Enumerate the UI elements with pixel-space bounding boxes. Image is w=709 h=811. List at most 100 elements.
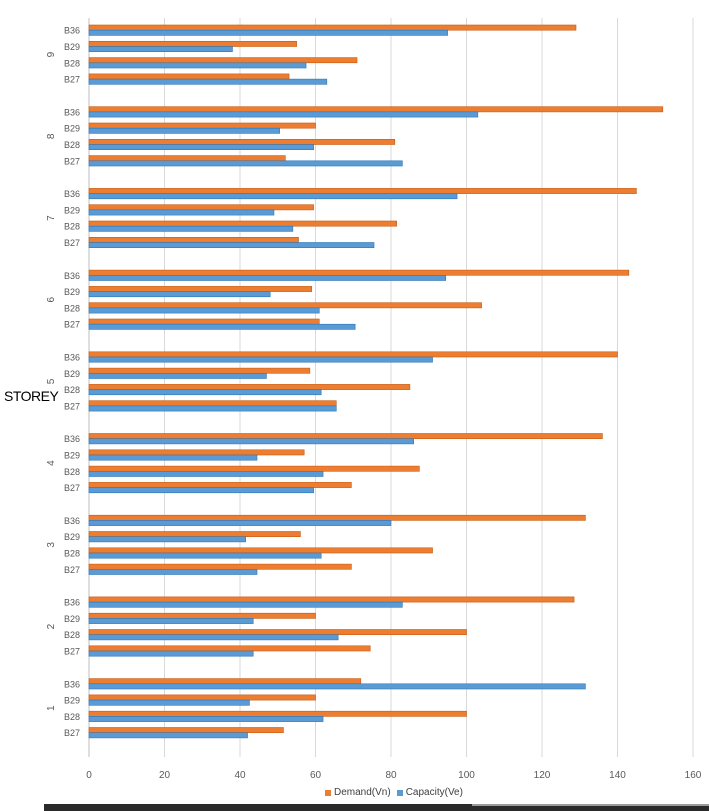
bar-capacity [88,487,314,494]
bar-demand [88,465,420,472]
category-label: B28 [64,303,80,313]
bar-capacity [88,405,337,412]
bar-capacity [88,29,448,36]
category-label: B27 [64,156,80,166]
category-label: B29 [64,696,80,706]
bar-demand [88,318,320,325]
category-label: B28 [64,58,80,68]
storey-label: 7 [46,215,57,221]
category-label: B27 [64,238,80,248]
category-label: B36 [64,679,80,689]
x-tick-label: 20 [159,770,171,781]
storey-label: 6 [46,297,57,303]
x-tick-label: 80 [385,770,397,781]
bar-demand [88,563,352,570]
bar-demand [88,727,284,733]
legend-label-demand: Demand(Vn) [334,787,391,798]
legend-item-demand: Demand(Vn) [325,787,391,798]
bar-demand [88,482,352,488]
bar-capacity [88,618,254,624]
x-tick-label: 40 [234,770,246,781]
bar-capacity [88,732,248,739]
bottom-scroll-strip [44,804,709,811]
bar-capacity [88,601,403,608]
category-label: B27 [64,728,80,738]
category-label: B36 [64,434,80,444]
category-label: B29 [64,124,80,134]
bar-capacity [88,536,246,543]
storey-label: 8 [46,133,57,139]
bar-capacity [88,372,267,379]
storey-label: 9 [46,51,57,57]
category-label: B27 [64,483,80,493]
bar-demand [88,57,358,64]
bar-capacity [88,470,324,477]
legend-swatch-capacity [396,789,403,796]
category-label: B36 [64,516,80,526]
category-label: B36 [64,271,80,281]
x-tick-label: 160 [685,770,702,781]
category-label: B28 [64,222,80,232]
category-label: B27 [64,647,80,657]
bar-demand [88,678,362,685]
bar-demand [88,188,637,194]
bar-capacity [88,438,414,445]
category-label: B28 [64,630,80,640]
category-label: B29 [64,369,80,379]
legend-item-capacity: Capacity(Ve) [396,787,463,798]
bar-capacity [88,291,271,298]
category-label: B29 [64,287,80,297]
bar-demand [88,302,482,309]
bar-demand [88,73,290,80]
bar-demand [88,433,603,439]
category-label: B28 [64,140,80,150]
legend-label-capacity: Capacity(Ve) [405,787,463,798]
x-tick-label: 60 [310,770,322,781]
bar-demand [88,286,313,292]
bar-demand [88,645,371,652]
bar-demand [88,514,586,521]
bar-demand [88,449,305,456]
bar-demand [88,531,301,537]
bar-demand [88,237,299,243]
x-tick-label: 140 [609,770,626,781]
bar-demand [88,220,397,227]
bar-demand [88,367,311,374]
category-label: B27 [64,401,80,411]
bar-capacity [88,274,447,281]
bar-capacity [88,46,233,52]
bar-demand [88,547,433,554]
category-label: B29 [64,42,80,52]
x-tick-label: 100 [458,770,475,781]
category-label: B29 [64,614,80,624]
category-label: B36 [64,598,80,608]
bar-demand [88,612,316,619]
storey-label: 2 [46,623,57,629]
bar-demand [88,384,411,390]
bar-capacity [88,356,433,363]
category-label: B29 [64,451,80,461]
bar-demand [88,400,337,407]
category-label: B27 [64,75,80,85]
bar-capacity [88,716,324,722]
bar-capacity [88,144,314,150]
bar-capacity [88,520,392,526]
storey-label: 4 [46,460,57,466]
bar-demand [88,269,630,276]
x-tick-label: 0 [86,770,92,781]
category-label: B27 [64,320,80,330]
bar-capacity [88,650,254,657]
bar-demand [88,694,316,701]
storey-label: 5 [46,378,57,384]
bar-capacity [88,454,258,461]
bar-capacity [88,127,280,134]
category-label: B27 [64,565,80,575]
y-axis-title: STOREY [4,388,59,404]
bar-capacity [88,552,322,559]
bar-demand [88,24,577,31]
category-label: B36 [64,107,80,117]
category-label: B28 [64,712,80,722]
bar-capacity [88,225,294,232]
bar-demand [88,596,575,603]
